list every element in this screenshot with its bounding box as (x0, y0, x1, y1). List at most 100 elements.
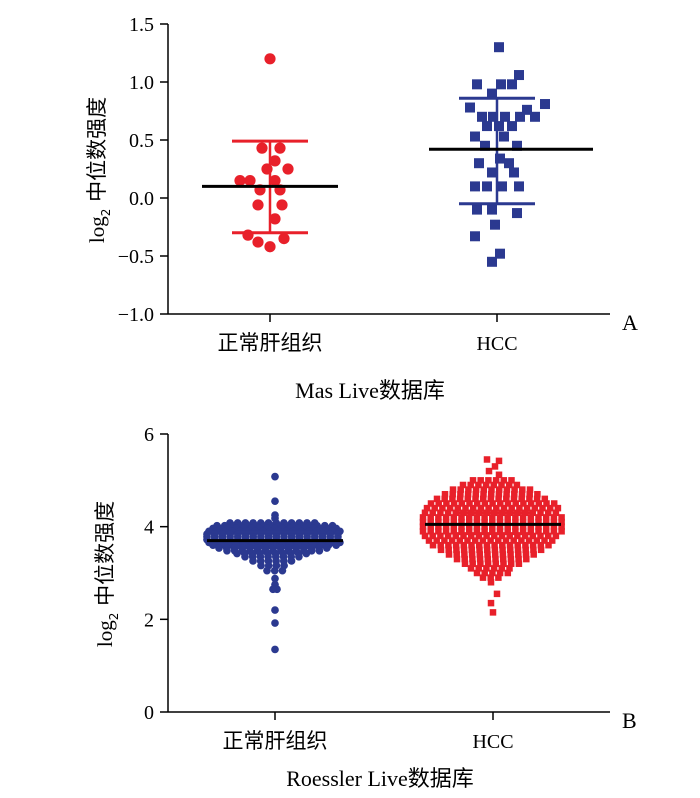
panel-a-data-point (487, 88, 497, 99)
panel-b-data-point (498, 532, 506, 540)
panel-b-data-point (271, 472, 279, 481)
panel-b-data-point (472, 495, 479, 503)
panel-b-data-point (508, 477, 515, 484)
panel-b-data-point (444, 509, 452, 517)
panel-b-data-point (493, 504, 500, 512)
panel-b-data-point (464, 490, 472, 498)
panel-b-data-point (493, 590, 501, 598)
panel-b-data-point (512, 528, 519, 535)
panel-a-data-point (242, 229, 254, 241)
panel-a-data-point (482, 121, 492, 132)
panel-b-data-point (481, 569, 488, 577)
panel-a-title: Mas Live数据库 (295, 378, 445, 403)
panel-b-data-point (543, 500, 550, 507)
panel-a-ytick-label: 1.0 (129, 72, 154, 94)
panel-a-data-point (540, 99, 550, 110)
panel-b-data-point (450, 518, 458, 526)
panel-b-data-point (529, 509, 537, 517)
panel-b-data-point (421, 532, 429, 540)
panel-b-data-point (435, 514, 442, 521)
panel-b-data-point (495, 537, 502, 544)
panel-b-data-point (427, 518, 434, 526)
panel-b-data-point (535, 523, 542, 530)
panel-a-data-point (488, 111, 498, 122)
panel-b-data-point (490, 481, 498, 489)
panel-a-ytick-label: −1.0 (118, 304, 154, 326)
panel-b-data-point (450, 514, 458, 521)
panel-b-data-point (499, 555, 507, 563)
panel-a-data-point (278, 233, 290, 245)
panel-b-data-point (456, 495, 464, 503)
panel-b-data-point (427, 523, 434, 530)
panel-b-data-point (514, 532, 521, 540)
panel-b-data-point (465, 528, 473, 535)
panel-b-data-point (507, 560, 515, 567)
panel-b-data-point (442, 528, 450, 535)
panel-b-data-point (475, 532, 483, 540)
panel-b-data-point (535, 518, 542, 526)
panel-b-data-point (488, 486, 495, 493)
panel-b-data-point (516, 504, 523, 512)
panel-b-data-point (467, 532, 475, 540)
panel-a-data-point (465, 102, 475, 113)
panel-b-data-point (468, 551, 476, 558)
panel-b-data-point (464, 495, 472, 503)
panel-a-ytick-label: 0.5 (129, 130, 154, 152)
panel-b-data-point (506, 532, 513, 540)
panel-b-data-point (271, 574, 279, 583)
panel-b-data-point (465, 514, 473, 521)
panel-b-data-point (453, 546, 460, 554)
panel-b-data-point (233, 549, 241, 558)
panel-b-data-point (522, 541, 529, 549)
panel-b-data-point (550, 500, 558, 507)
panel-a-data-point (500, 111, 510, 122)
panel-b-data-point (433, 495, 441, 503)
panel-b-data-point (544, 509, 552, 517)
panel-b-data-point (545, 541, 552, 549)
panel-a-data-point (487, 256, 497, 267)
panel-b-data-point (473, 569, 481, 577)
panel-b-data-point (505, 481, 513, 489)
panel-b-ytick-label: 0 (144, 702, 154, 724)
panel-b-data-point (257, 561, 265, 570)
panel-b-data-point (449, 490, 456, 498)
panel-b-data-point (506, 541, 514, 549)
panel-b-data-point (491, 541, 498, 549)
panel-b-data-point (548, 537, 556, 544)
panel-b-data-point (499, 541, 506, 549)
panel-b-data-point (466, 500, 473, 507)
panel-b-data-point (442, 523, 450, 530)
panel-a-data-point (269, 155, 281, 167)
panel-b-data-point (504, 518, 511, 526)
panel-b-data-point (473, 514, 481, 521)
panel-b-data-point (469, 555, 476, 563)
panel-b-data-point (429, 532, 436, 540)
panel-b-data-point (453, 555, 461, 563)
panel-b-data-point (512, 514, 519, 521)
panel-a-data-point (522, 104, 532, 115)
panel-b-data-point (481, 514, 488, 521)
panel-b-data-point (477, 560, 484, 567)
panel-b-data-point (499, 546, 506, 554)
panel-b-data-point (458, 528, 465, 535)
panel-b-data-point (504, 523, 511, 530)
panel-b-data-point (433, 537, 440, 544)
panel-b-data-point (475, 481, 482, 489)
panel-b-data-point (527, 500, 535, 507)
panel-b-data-point (546, 504, 554, 512)
panel-b-data-point (558, 523, 565, 530)
panel-b-data-point (522, 546, 529, 554)
panel-b-data-point (503, 495, 510, 503)
panel-a-ytick-label: 1.5 (129, 14, 154, 36)
panel-b-data-point (332, 541, 341, 550)
panel-b-data-point (479, 537, 487, 544)
panel-b-data-point (461, 555, 468, 563)
panel-b-data-point (446, 504, 454, 512)
panel-a-data-point (499, 131, 509, 142)
panel-b-ytick-label: 6 (144, 424, 154, 446)
panel-b-data-point (427, 528, 434, 535)
panel-b-data-point (460, 532, 467, 540)
panel-b-data-point (442, 514, 450, 521)
panel-a-data-point (244, 175, 256, 187)
panel-a-data-point (507, 121, 517, 132)
